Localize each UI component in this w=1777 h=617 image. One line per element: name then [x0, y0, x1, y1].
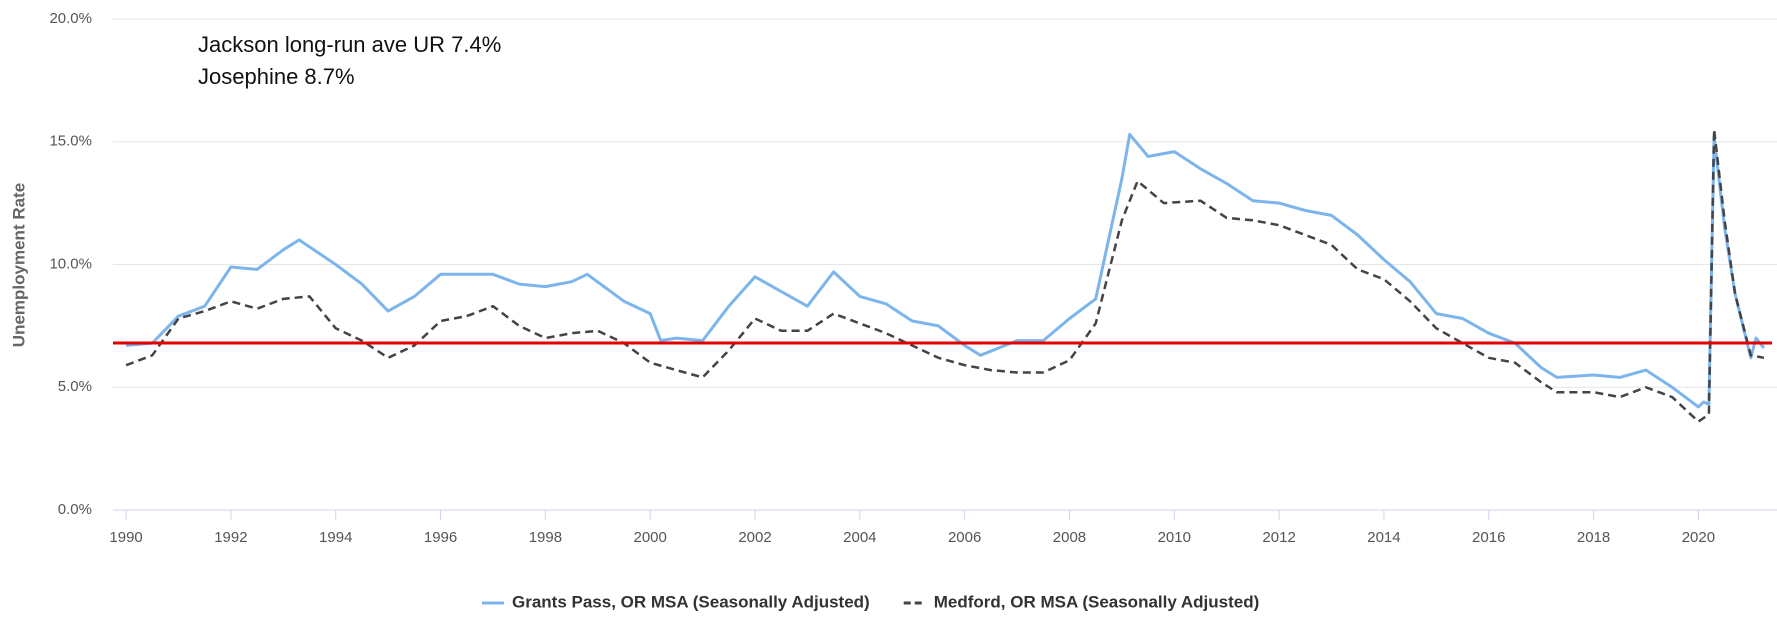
x-tick-label: 2010	[1158, 529, 1191, 546]
y-tick-label: 0.0%	[58, 501, 92, 518]
y-tick-label: 15.0%	[49, 133, 92, 150]
line-series	[125, 132, 1766, 409]
y-axis-label: Unemployment Rate	[9, 183, 28, 347]
y-tick-label: 5.0%	[58, 378, 92, 395]
x-tick-label: 2002	[738, 529, 771, 546]
x-tick-label: 1998	[529, 529, 562, 546]
x-tick-label: 2020	[1682, 529, 1715, 546]
x-tick-label: 1992	[214, 529, 247, 546]
x-tick-label: 1994	[319, 529, 352, 546]
x-tick-label: 1990	[109, 529, 142, 546]
annotation: Jackson long-run ave UR 7.4%	[198, 32, 501, 57]
x-tick-label: 2016	[1472, 529, 1505, 546]
legend-label: Grants Pass, OR MSA (Seasonally Adjusted…	[512, 592, 870, 611]
x-tick-label: 1996	[424, 529, 457, 546]
x-tick-label: 2000	[634, 529, 667, 546]
y-tick-label: 10.0%	[49, 255, 92, 272]
x-tick-label: 2014	[1367, 529, 1400, 546]
x-tick-label: 2006	[948, 529, 981, 546]
annotation: Josephine 8.7%	[198, 64, 355, 89]
x-tick-label: 2018	[1577, 529, 1610, 546]
y-tick-label: 20.0%	[49, 10, 92, 27]
x-tick-label: 2004	[843, 529, 876, 546]
x-tick-label: 2008	[1053, 529, 1086, 546]
legend-label: Medford, OR MSA (Seasonally Adjusted)	[934, 592, 1260, 611]
line-series	[125, 128, 1765, 423]
x-tick-label: 2012	[1262, 529, 1295, 546]
